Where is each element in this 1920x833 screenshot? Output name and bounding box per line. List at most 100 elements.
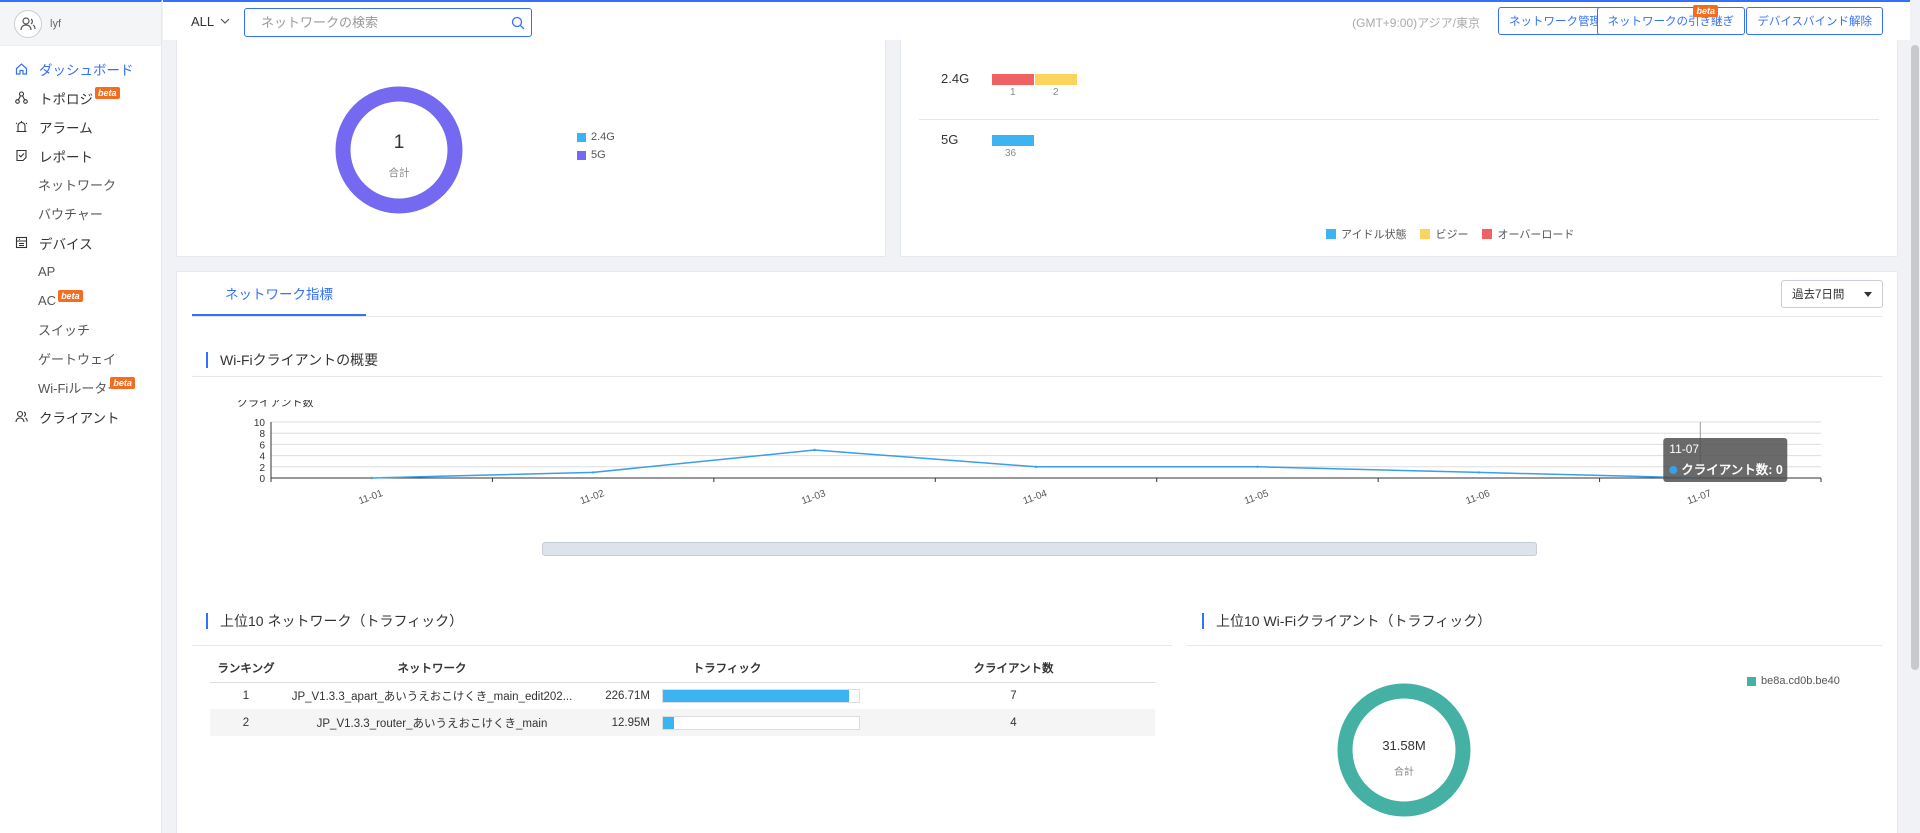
legend-item[interactable]: アイドル状態 — [1326, 226, 1406, 242]
client-total-value: 31.58M — [1382, 738, 1426, 753]
nav-device-switch[interactable]: スイッチ — [0, 315, 161, 344]
legend-item[interactable]: ビジー — [1420, 226, 1468, 242]
x-tick-label: 11-01 — [357, 488, 385, 507]
nav-report-voucher[interactable]: バウチャー — [0, 199, 161, 228]
nav-dashboard-label: ダッシュボード — [39, 62, 134, 78]
data-point — [1034, 465, 1038, 468]
period-select[interactable]: 過去7日間 — [1781, 280, 1883, 308]
data-point — [1477, 471, 1481, 474]
tooltip-date: 11-07 — [1669, 442, 1699, 456]
search-input[interactable] — [261, 15, 511, 30]
user-group-icon — [20, 16, 36, 30]
col-clients: クライアント数 — [872, 654, 1155, 683]
nav-client[interactable]: クライアント — [0, 402, 161, 431]
nav-alarm[interactable]: アラーム — [0, 112, 161, 141]
network-search[interactable] — [244, 8, 532, 37]
page-scrollbar[interactable] — [1910, 0, 1920, 833]
device-unbind-button[interactable]: デバイスバインド解除 — [1746, 7, 1883, 35]
radio-donut-chart — [335, 86, 463, 214]
nav-report-label: レポート — [39, 149, 93, 165]
network-scope-dropdown[interactable]: ALL — [191, 14, 230, 29]
legend-swatch — [1420, 229, 1431, 239]
rank-cell: 2 — [210, 709, 282, 736]
user-profile[interactable]: lyf — [0, 2, 161, 46]
table-row[interactable]: 1 JP_V1.3.3_apart_あいうえおこけくき_main_edit202… — [210, 682, 1155, 709]
y-tick-label: 10 — [254, 418, 266, 429]
tooltip-value: クライアント数: 0 — [1681, 462, 1783, 477]
beta-badge: beta — [1693, 5, 1718, 17]
legend-item[interactable]: オーバーロード — [1482, 226, 1574, 242]
overload-bar[interactable] — [992, 74, 1034, 85]
busy-bar[interactable] — [1035, 74, 1077, 85]
legend-item[interactable]: 2.4G — [577, 131, 615, 143]
nav-device-ac[interactable]: AC beta — [0, 286, 161, 315]
avatar[interactable] — [14, 9, 42, 38]
tooltip-series-marker — [1669, 466, 1678, 474]
chevron-down-icon — [220, 18, 230, 24]
nav-device[interactable]: デバイス — [0, 228, 161, 257]
wifi-client-overview-title: Wi-Fiクライアントの概要 — [206, 352, 378, 368]
nav-device-wifi-router[interactable]: Wi-Fiルーター beta — [0, 373, 161, 402]
nav-menu: ダッシュボード トポロジ beta アラーム レポート ネットワーク バウチャー… — [0, 46, 161, 431]
data-point — [370, 476, 373, 480]
home-icon — [14, 62, 28, 76]
legend-label: be8a.cd0b.be40 — [1761, 675, 1840, 687]
clients-cell: 4 — [872, 709, 1155, 736]
x-tick-label: 11-04 — [1022, 488, 1050, 507]
idle-value: 36 — [1005, 148, 1017, 159]
channel-load-card: 2.4G 1 2 5G 36 アイドル状態 ビジー オーバーロード — [900, 40, 1898, 257]
tab-network-metrics[interactable]: ネットワーク指標 — [192, 272, 366, 316]
nav-report-network-label: ネットワーク — [38, 178, 117, 193]
data-point — [1256, 465, 1259, 468]
scrollbar-thumb[interactable] — [1911, 45, 1919, 670]
divider — [1187, 645, 1882, 646]
client-total-label: 合計 — [1394, 767, 1414, 778]
legend-label: ビジー — [1435, 229, 1469, 241]
nav-report-network[interactable]: ネットワーク — [0, 170, 161, 199]
network-scope-label: ALL — [191, 13, 215, 29]
x-tick-label: 11-07 — [1686, 488, 1714, 507]
radio-total-label: 合計 — [388, 167, 410, 179]
client-donut-ring — [1337, 683, 1471, 817]
nav-topology[interactable]: トポロジ beta — [0, 83, 161, 112]
nav-device-ap[interactable]: AP — [0, 257, 161, 286]
tooltip-box — [1663, 438, 1788, 482]
y-tick-label: 8 — [259, 429, 265, 440]
band-label: 5G — [941, 132, 959, 147]
divider — [192, 645, 1172, 646]
timezone-label: (GMT+9:00)アジア/東京 — [1352, 16, 1480, 30]
nav-device-gateway[interactable]: ゲートウェイ — [0, 344, 161, 373]
nav-device-ac-label: AC — [38, 293, 57, 308]
network-transfer-button[interactable]: ネットワークの引き継ぎ beta — [1596, 5, 1745, 35]
table-row[interactable]: 2 JP_V1.3.3_router_あいうえおこけくき_main 12.95M… — [210, 709, 1155, 736]
network-cell[interactable]: JP_V1.3.3_apart_あいうえおこけくき_main_edit202..… — [291, 690, 573, 703]
network-transfer-label: ネットワークの引き継ぎ — [1607, 16, 1735, 28]
idle-bar[interactable] — [992, 135, 1034, 146]
beta-badge: beta — [58, 289, 83, 302]
load-legend: アイドル状態 ビジー オーバーロード — [1326, 226, 1574, 242]
legend-item[interactable]: 5G — [577, 149, 615, 161]
search-icon[interactable] — [511, 16, 525, 30]
traffic-bar-fill — [663, 689, 850, 702]
zoom-slider[interactable] — [542, 542, 1537, 556]
topology-icon — [14, 91, 28, 105]
traffic-cell: 226.71M — [582, 682, 872, 709]
legend-swatch — [577, 150, 586, 160]
user-name: lyf — [50, 17, 61, 30]
legend-swatch — [1326, 229, 1336, 239]
radio-donut-ring — [335, 86, 463, 214]
network-cell[interactable]: JP_V1.3.3_router_あいうえおこけくき_main — [282, 709, 582, 736]
client-legend-item[interactable]: be8a.cd0b.be40 — [1747, 675, 1840, 687]
network-manage-button[interactable]: ネットワーク管理 — [1498, 7, 1612, 35]
x-tick-label: 11-05 — [1243, 488, 1271, 507]
radio-total-value: 1 — [393, 132, 405, 153]
network-metrics-card: ネットワーク指標 過去7日間 Wi-Fiクライアントの概要 クライアント数 0 2 4… — [176, 271, 1898, 833]
nav-topology-label: トポロジ — [39, 91, 93, 107]
top-network-title: 上位10 ネットワーク（トラフィック） — [206, 613, 463, 629]
nav-report[interactable]: レポート — [0, 141, 161, 170]
nav-dashboard[interactable]: ダッシュボード — [0, 54, 161, 83]
legend-label: アイドル状態 — [1341, 229, 1407, 241]
traffic-bar-fill — [663, 716, 674, 729]
y-tick-label: 2 — [259, 463, 265, 474]
